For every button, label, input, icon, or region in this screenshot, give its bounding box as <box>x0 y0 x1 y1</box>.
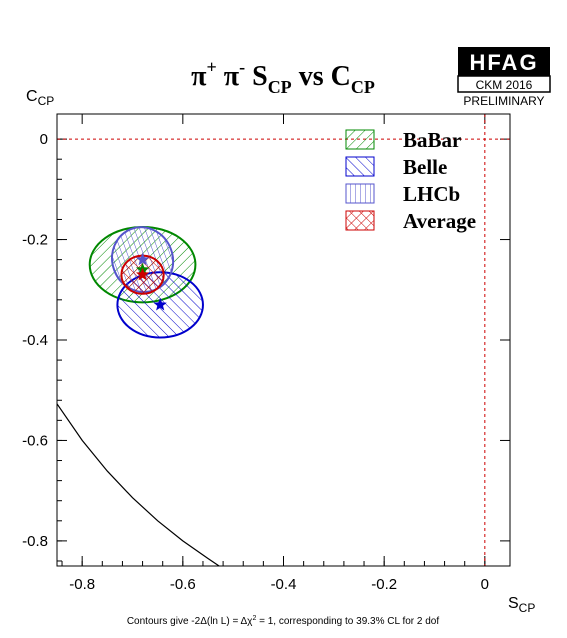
star-marker-average <box>135 267 150 281</box>
y-tick-label: -0.2 <box>22 232 48 249</box>
legend-label-babar: BaBar <box>403 128 461 152</box>
legend-swatch-average <box>345 210 375 231</box>
axis-ticks: -0.8 -0.6 -0.4 -0.2 0 0 -0.2 -0.4 -0.6 -0.8 <box>22 114 510 593</box>
y-tick-label: -0.4 <box>22 332 48 349</box>
y-tick-label: 0 <box>40 131 48 148</box>
y-axis-label: CCP <box>26 88 54 108</box>
x-tick-label: -0.6 <box>170 576 196 593</box>
x-axis-label: SCP <box>508 595 535 615</box>
x-tick-label: -0.2 <box>371 576 397 593</box>
hfag-conference-label: CKM 2016 <box>476 78 533 92</box>
legend-label-average: Average <box>403 209 476 233</box>
legend-label-belle: Belle <box>403 155 447 179</box>
x-tick-label: -0.4 <box>271 576 297 593</box>
legend-swatch-lhcb <box>345 183 375 204</box>
y-tick-label: -0.6 <box>22 432 48 449</box>
hfag-logo-box <box>458 47 550 76</box>
chart-title: π+ π- SCP vs CCP <box>191 57 375 97</box>
footnote: Contours give -2Δ(ln L) = Δχ2 = 1, corre… <box>127 615 440 627</box>
best-fit-markers <box>135 252 167 311</box>
hfag-preliminary-label: PRELIMINARY <box>463 94 544 108</box>
y-tick-label: -0.8 <box>22 533 48 550</box>
legend-swatch-belle <box>345 156 375 177</box>
hfag-conference-box <box>457 75 551 93</box>
plot-frame <box>56 113 511 567</box>
hfag-logo: HFAG CKM 2016 PRELIMINARY <box>457 47 551 108</box>
physical-boundary-curve <box>57 403 220 566</box>
legend-swatch-babar <box>345 129 375 150</box>
x-tick-label: 0 <box>481 576 489 593</box>
x-tick-label: -0.8 <box>69 576 95 593</box>
boundary-curve-layer <box>57 403 220 566</box>
legend-label-lhcb: LHCb <box>403 182 460 206</box>
hfag-logo-text: HFAG <box>469 50 538 75</box>
star-marker-belle <box>153 297 167 311</box>
legend: BaBar Belle LHCb Average <box>345 128 476 233</box>
contours <box>88 225 204 339</box>
star-marker-lhcb <box>135 252 150 266</box>
